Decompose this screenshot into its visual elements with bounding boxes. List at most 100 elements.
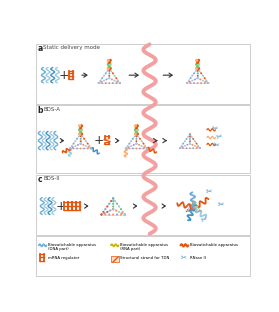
Circle shape bbox=[108, 77, 110, 79]
Circle shape bbox=[81, 125, 83, 127]
Circle shape bbox=[107, 70, 109, 72]
Circle shape bbox=[197, 82, 199, 84]
Circle shape bbox=[76, 148, 78, 149]
Circle shape bbox=[188, 210, 189, 211]
Circle shape bbox=[193, 204, 194, 205]
Circle shape bbox=[85, 140, 87, 142]
Circle shape bbox=[100, 213, 102, 216]
Circle shape bbox=[107, 68, 109, 69]
Circle shape bbox=[196, 204, 197, 205]
Circle shape bbox=[132, 138, 134, 140]
Circle shape bbox=[103, 75, 105, 77]
Circle shape bbox=[197, 66, 198, 67]
Circle shape bbox=[130, 145, 132, 147]
Circle shape bbox=[192, 202, 193, 204]
Circle shape bbox=[80, 143, 81, 145]
Circle shape bbox=[83, 148, 85, 149]
Circle shape bbox=[105, 72, 107, 74]
Circle shape bbox=[134, 133, 136, 135]
Circle shape bbox=[188, 80, 190, 81]
Circle shape bbox=[116, 77, 117, 79]
Circle shape bbox=[186, 211, 187, 212]
Circle shape bbox=[102, 211, 104, 213]
Circle shape bbox=[200, 211, 202, 212]
Bar bbox=[36, 44, 250, 104]
Circle shape bbox=[108, 77, 110, 79]
Circle shape bbox=[100, 81, 102, 83]
Circle shape bbox=[184, 145, 186, 147]
Circle shape bbox=[119, 82, 121, 84]
Bar bbox=[36, 105, 250, 173]
Circle shape bbox=[189, 138, 191, 140]
Circle shape bbox=[200, 211, 202, 212]
Circle shape bbox=[98, 82, 100, 84]
Circle shape bbox=[80, 138, 81, 140]
Circle shape bbox=[193, 207, 194, 209]
Circle shape bbox=[195, 70, 197, 72]
Circle shape bbox=[196, 147, 198, 149]
Circle shape bbox=[83, 138, 85, 140]
Circle shape bbox=[80, 143, 81, 145]
Circle shape bbox=[193, 211, 194, 212]
Circle shape bbox=[108, 75, 110, 77]
Circle shape bbox=[200, 211, 202, 212]
Circle shape bbox=[69, 148, 71, 149]
Circle shape bbox=[146, 148, 148, 149]
Circle shape bbox=[134, 125, 136, 127]
Circle shape bbox=[79, 125, 80, 127]
Circle shape bbox=[69, 148, 71, 149]
Circle shape bbox=[117, 80, 119, 81]
Circle shape bbox=[80, 127, 81, 129]
Circle shape bbox=[108, 203, 110, 205]
Circle shape bbox=[197, 206, 198, 207]
Circle shape bbox=[192, 147, 194, 149]
Circle shape bbox=[191, 80, 193, 81]
Circle shape bbox=[136, 133, 138, 135]
Circle shape bbox=[197, 61, 198, 63]
Circle shape bbox=[187, 136, 189, 138]
Circle shape bbox=[105, 82, 107, 84]
Circle shape bbox=[188, 211, 189, 212]
Circle shape bbox=[179, 147, 181, 149]
Circle shape bbox=[186, 82, 188, 84]
Circle shape bbox=[196, 211, 197, 212]
Circle shape bbox=[136, 129, 138, 131]
Circle shape bbox=[144, 145, 146, 147]
Circle shape bbox=[198, 70, 200, 72]
Circle shape bbox=[109, 68, 111, 69]
Circle shape bbox=[136, 131, 137, 133]
Circle shape bbox=[116, 213, 118, 216]
Circle shape bbox=[119, 82, 121, 84]
Circle shape bbox=[189, 143, 191, 144]
Circle shape bbox=[194, 145, 196, 147]
Circle shape bbox=[196, 143, 198, 144]
Circle shape bbox=[136, 127, 137, 129]
Circle shape bbox=[104, 213, 106, 216]
Circle shape bbox=[196, 60, 198, 61]
Circle shape bbox=[200, 82, 202, 84]
Circle shape bbox=[181, 146, 183, 148]
Circle shape bbox=[137, 135, 139, 137]
Circle shape bbox=[198, 64, 199, 65]
Circle shape bbox=[72, 146, 74, 148]
Circle shape bbox=[143, 148, 145, 149]
Circle shape bbox=[139, 148, 141, 149]
Circle shape bbox=[191, 208, 193, 210]
Circle shape bbox=[143, 146, 145, 148]
Circle shape bbox=[193, 201, 194, 202]
Circle shape bbox=[112, 213, 114, 216]
Circle shape bbox=[79, 129, 80, 131]
Circle shape bbox=[189, 143, 191, 144]
Circle shape bbox=[196, 68, 198, 69]
Circle shape bbox=[109, 64, 111, 65]
Circle shape bbox=[73, 148, 74, 149]
Circle shape bbox=[80, 131, 81, 133]
Text: RNase II: RNase II bbox=[190, 256, 206, 261]
Circle shape bbox=[112, 205, 114, 207]
Circle shape bbox=[108, 67, 110, 69]
Circle shape bbox=[181, 145, 182, 147]
Circle shape bbox=[138, 144, 140, 146]
Text: +: + bbox=[58, 69, 69, 82]
Circle shape bbox=[80, 131, 81, 133]
Circle shape bbox=[187, 209, 188, 210]
